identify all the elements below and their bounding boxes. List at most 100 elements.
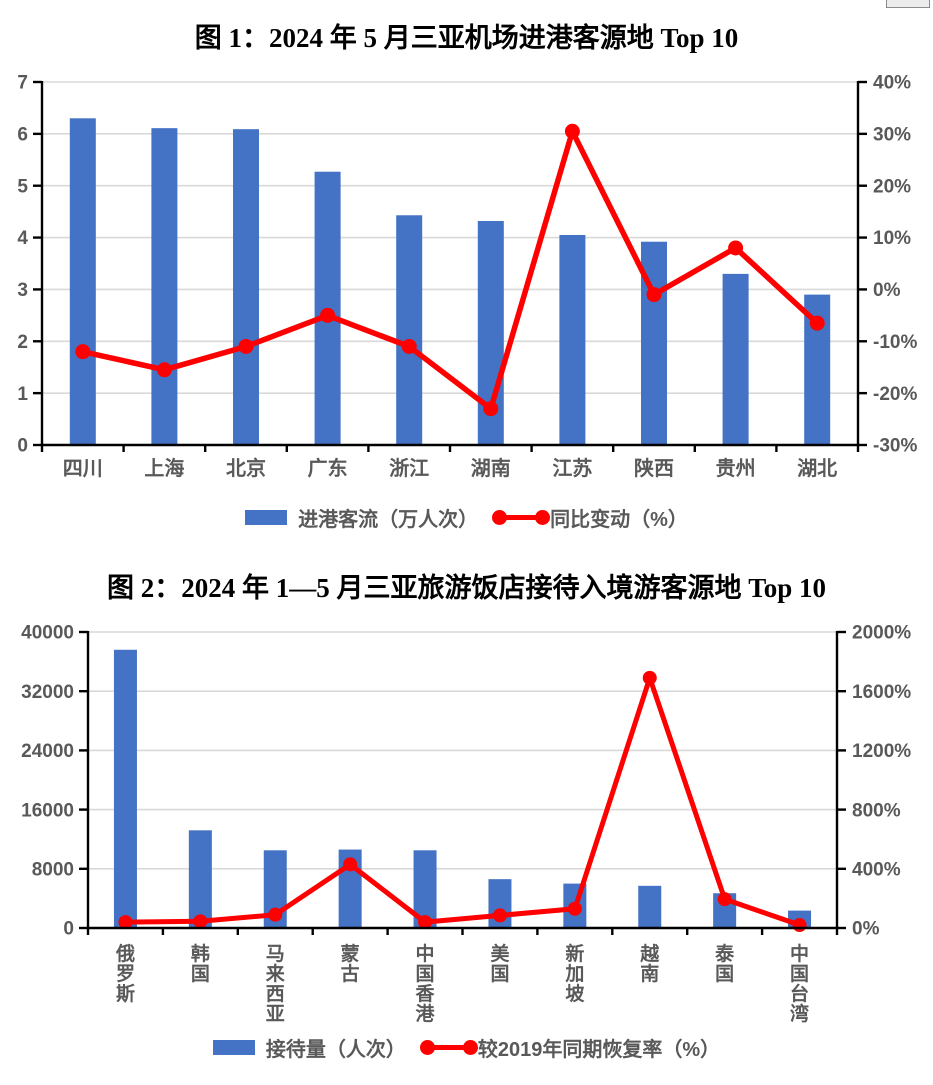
category-label-江苏: 江苏 [552, 457, 592, 480]
bar-series-swatch-icon [212, 1039, 255, 1055]
bar-越南 [638, 885, 662, 928]
bar-俄罗斯 [113, 649, 137, 928]
trend-line [80, 128, 820, 412]
right-axis-label: 40% [873, 73, 911, 94]
category-label-贵州: 贵州 [716, 457, 756, 480]
right-axis-label: 1200% [852, 741, 911, 762]
left-axis-label: 6 [17, 125, 28, 146]
category-label-韩国: 韩国 [191, 942, 210, 985]
line-point-美国 [492, 908, 507, 923]
line-point-新加坡 [567, 901, 582, 916]
figure2-legend-line-entry: 较2019年同期恢复率（%） [406, 1033, 720, 1062]
left-axis-label: 16000 [21, 800, 74, 821]
category-label-陕西: 陕西 [634, 456, 674, 480]
line-series-swatch-icon [419, 1039, 478, 1055]
line-point-北京 [238, 338, 254, 354]
figure1-legend-line-label: 同比变动（%） [550, 508, 688, 531]
line-point-广东 [320, 307, 336, 323]
category-label-中国香港: 中国香港 [415, 942, 436, 1025]
figure2-title: 图 2：2024 年 1—5 月三亚旅游饭店接待入境游客源地 Top 10 [106, 573, 827, 603]
trend-line [123, 675, 803, 928]
left-axis-label: 0 [17, 436, 28, 457]
category-label-马来西亚: 马来西亚 [266, 944, 285, 1025]
line-point-四川 [75, 344, 91, 360]
bar-上海 [151, 128, 178, 445]
bar-江苏 [559, 234, 586, 445]
line-point-湖北 [809, 315, 825, 331]
line-point-江苏 [564, 123, 580, 139]
line-point-蒙古 [343, 857, 358, 872]
bar-北京 [233, 129, 259, 445]
category-label-广东: 广东 [308, 456, 348, 480]
line-point-越南 [642, 670, 657, 685]
bar-贵州 [722, 273, 749, 445]
left-axis-label: 40000 [21, 623, 74, 644]
category-label-北京: 北京 [226, 456, 266, 480]
right-axis-label: -20% [873, 384, 917, 405]
left-axis-label: 4 [17, 228, 28, 249]
left-axis-label: 8000 [32, 859, 74, 880]
category-label-浙江: 浙江 [389, 456, 429, 480]
figure1-chart-canvas: 0 1 2 3 4 5 6 7 -30% -20% -10% 0% 10% 20% 30% 40% 四川 上海 北京… [17, 73, 917, 480]
line-point-中国香港 [418, 915, 433, 930]
line-point-中国台湾 [792, 918, 807, 933]
figure2-legend-bar-label: 接待量（人次） [265, 1038, 406, 1061]
line-point-贵州 [728, 240, 744, 256]
category-label-新加坡: 新加坡 [564, 942, 585, 1005]
right-axis-label: 2000% [852, 623, 911, 644]
right-axis-label: 0% [852, 919, 880, 940]
category-label-上海: 上海 [144, 456, 184, 480]
left-axis-label: 1 [17, 384, 28, 405]
right-axis-label: 20% [873, 176, 911, 197]
line-point-浙江 [401, 338, 417, 354]
right-axis-label: 400% [852, 859, 901, 880]
left-axis-label: 32000 [21, 682, 74, 703]
line-series-swatch-icon [492, 509, 551, 525]
right-axis-label: 1600% [852, 682, 911, 703]
right-axis-label: 800% [852, 800, 901, 821]
bar-韩国 [188, 830, 212, 928]
figure2-chart-canvas: 0 8000 16000 24000 32000 40000 0% 400% 800% 1200%… [21, 623, 911, 1025]
line-point-俄罗斯 [118, 915, 133, 930]
right-axis-label: 10% [873, 228, 911, 249]
left-axis-label: 2 [17, 332, 28, 353]
right-axis-label: -30% [873, 436, 917, 457]
left-axis-label: 0 [63, 919, 74, 940]
line-point-马来西亚 [268, 907, 283, 922]
bar-series-swatch-icon [245, 509, 288, 525]
figure2-legend: 接待量（人次） 较2019年同期恢复率（%） [0, 1032, 933, 1062]
right-axis-label: 0% [873, 280, 901, 301]
category-label-越南: 越南 [639, 942, 660, 985]
bar-四川 [69, 118, 96, 446]
figure2-legend-bar-entry: 接待量（人次） [212, 1033, 406, 1062]
figure1-legend: 进港客流（万人次） 同比变动（%） [0, 502, 933, 532]
category-label-俄罗斯: 俄罗斯 [115, 942, 135, 1005]
line-point-上海 [156, 362, 172, 378]
category-label-中国台湾: 中国台湾 [790, 942, 809, 1025]
left-axis-label: 3 [17, 280, 28, 301]
right-axis-label: 30% [873, 125, 911, 146]
figure2-legend-line-label: 较2019年同期恢复率（%） [477, 1038, 721, 1061]
figure1-legend-line-entry: 同比变动（%） [478, 503, 688, 532]
bar-浙江 [396, 215, 423, 445]
left-axis-label: 24000 [21, 741, 74, 762]
line-point-泰国 [717, 892, 732, 907]
right-axis-label: -10% [873, 332, 917, 353]
figure1-legend-bar-entry: 进港客流（万人次） [245, 503, 478, 532]
category-label-美国: 美国 [490, 942, 510, 985]
line-point-湖南 [483, 401, 499, 417]
category-label-湖南: 湖南 [471, 457, 511, 480]
bar-中国香港 [413, 850, 437, 928]
category-label-四川: 四川 [63, 458, 103, 480]
figure1-title: 图 1：2024 年 5 月三亚机场进港客源地 Top 10 [194, 23, 739, 53]
category-label-湖北: 湖北 [797, 457, 837, 480]
figure1-legend-bar-label: 进港客流（万人次） [298, 508, 479, 531]
window-edge-fragment [886, 0, 930, 8]
line-point-陕西 [646, 287, 662, 303]
category-label-蒙古: 蒙古 [341, 943, 360, 985]
line-point-韩国 [193, 914, 208, 929]
category-label-泰国: 泰国 [714, 942, 735, 985]
left-axis-label: 7 [17, 73, 28, 94]
left-axis-label: 5 [17, 176, 28, 197]
